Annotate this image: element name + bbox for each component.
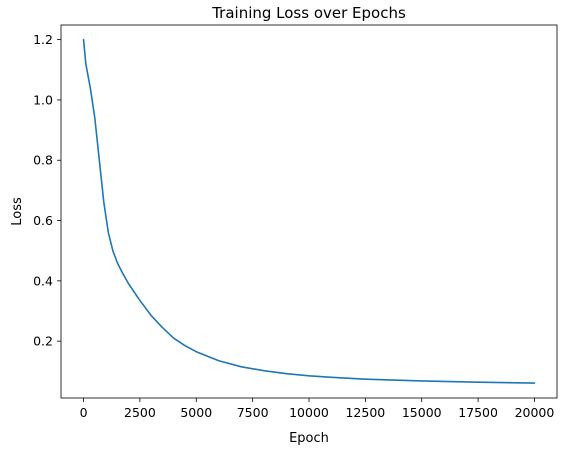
y-tick-label: 0.6 (33, 213, 53, 228)
y-tick-label: 1.0 (33, 92, 53, 107)
x-tick-label: 5000 (180, 405, 212, 420)
x-tick-label: 15000 (402, 405, 442, 420)
x-tick-label: 20000 (515, 405, 555, 420)
y-axis-label: Loss (10, 197, 25, 226)
x-tick-label: 2500 (124, 405, 156, 420)
series-layer (82, 38, 536, 384)
y-tick-label: 1.2 (33, 32, 53, 47)
chart-title: Training Loss over Epochs (211, 4, 406, 22)
y-tick-label: 0.2 (33, 334, 53, 349)
x-tick-label: 0 (80, 405, 88, 420)
x-tick-label: 12500 (345, 405, 385, 420)
y-tick-label: 0.4 (33, 273, 53, 288)
x-axis-label: Epoch (289, 431, 329, 446)
y-ticks: 0.2 0.4 0.6 0.8 1.0 1.2 (33, 32, 61, 349)
y-tick-label: 0.8 (33, 153, 53, 168)
x-tick-label: 10000 (289, 405, 329, 420)
x-tick-label: 17500 (458, 405, 498, 420)
x-ticks: 0 2500 5000 7500 10000 12500 15000 17500 20000 (80, 398, 555, 420)
x-tick-label: 7500 (237, 405, 269, 420)
series-line-0 (82, 38, 536, 384)
